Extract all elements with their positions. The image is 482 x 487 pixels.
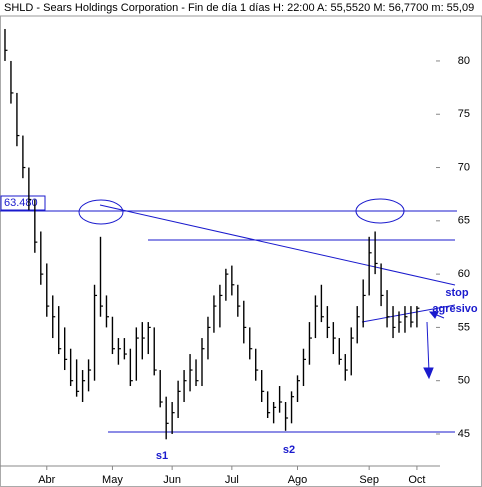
annotation: agresivo	[432, 303, 478, 315]
diagonal-line	[99, 204, 456, 286]
x-tick-label: Jul	[225, 474, 239, 486]
y-tick-label: 75	[458, 108, 470, 120]
trend-lines	[0, 198, 457, 433]
annotation: s2	[283, 444, 295, 456]
top-ellipse	[355, 198, 405, 224]
arrow-head	[428, 311, 439, 319]
header-bar	[0, 0, 482, 16]
x-tick-label: Ago	[288, 474, 308, 486]
level-label: 63.480	[4, 197, 38, 209]
y-tick-label: 55	[458, 321, 470, 333]
x-tick-label: May	[102, 474, 123, 486]
y-tick-label: 60	[458, 268, 470, 280]
y-tick-label: 45	[458, 428, 470, 440]
y-tick-label: 65	[458, 215, 470, 227]
wedge-line	[361, 304, 456, 323]
x-tick-label: Oct	[408, 474, 425, 486]
level-box	[0, 195, 46, 211]
y-tick-label: 70	[458, 161, 470, 173]
arrow	[426, 321, 430, 373]
arrow-head	[423, 367, 434, 380]
x-tick-label: Jun	[163, 474, 181, 486]
chart-title: SHLD - Sears Holdings Corporation - Fin …	[4, 2, 474, 14]
annotation: stop	[445, 287, 469, 299]
y-tick-label: 80	[458, 55, 470, 67]
x-tick-label: Abr	[38, 474, 55, 486]
y-tick-label: 50	[458, 375, 470, 387]
x-tick-label: Sep	[359, 474, 379, 486]
top-ellipse	[78, 199, 124, 225]
annotation: s1	[156, 450, 168, 462]
